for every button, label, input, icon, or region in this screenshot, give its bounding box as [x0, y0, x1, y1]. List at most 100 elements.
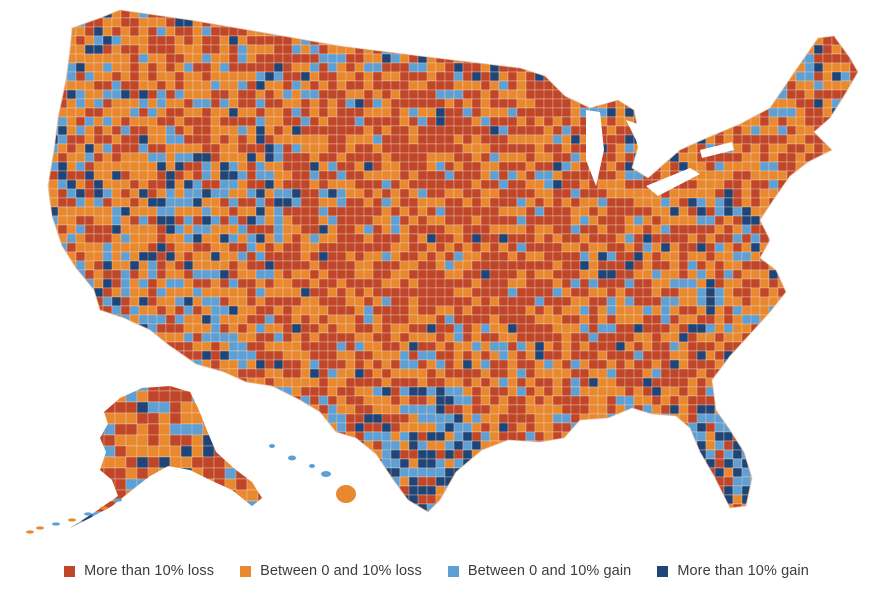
county-tile: [120, 332, 131, 343]
county-tile: [372, 134, 383, 145]
county-tile: [859, 306, 868, 315]
county-tile: [868, 18, 873, 27]
county-tile: [859, 459, 868, 468]
county-tile: [696, 107, 707, 118]
county-tile: [768, 368, 779, 379]
county-tile: [669, 26, 680, 37]
county-tile: [813, 449, 833, 460]
county-tile: [67, 0, 76, 9]
county-tile: [507, 467, 518, 478]
county-tile: [714, 386, 725, 397]
county-tile: [228, 89, 239, 100]
county-tile: [660, 323, 671, 334]
county-tile: [534, 368, 545, 379]
county-tile: [399, 278, 410, 289]
county-tile: [831, 287, 842, 298]
county-tile: [822, 413, 833, 424]
county-tile: [642, 341, 653, 352]
county-tile: [669, 197, 680, 208]
county-tile: [345, 269, 356, 280]
county-tile: [399, 440, 410, 451]
county-tile: [183, 152, 194, 163]
county-tile: [633, 314, 644, 325]
county-tile: [696, 62, 716, 73]
county-tile: [75, 377, 95, 388]
county-tile: [219, 323, 230, 334]
county-tile: [210, 413, 230, 424]
county-tile: [813, 422, 833, 433]
county-tile: [327, 107, 338, 118]
county-tile: [453, 143, 464, 154]
county-tile: [552, 242, 563, 253]
county-tile: [651, 10, 671, 19]
county-tile: [336, 395, 347, 406]
county-tile: [669, 458, 680, 469]
county-tile: [786, 440, 797, 451]
county-tile: [426, 35, 446, 46]
county-tile: [102, 179, 113, 190]
county-tile: [534, 476, 554, 487]
county-tile: [372, 377, 383, 388]
county-tile: [84, 224, 95, 235]
county-tile: [363, 71, 374, 82]
county-tile: [273, 107, 284, 118]
county-tile: [597, 35, 608, 46]
county-tile: [859, 117, 868, 126]
county-tile: [75, 359, 86, 370]
county-tile: [813, 197, 833, 208]
county-tile: [777, 305, 788, 316]
county-tile: [327, 287, 338, 298]
county-tile: [57, 179, 68, 190]
county-tile: [481, 0, 490, 9]
county-tile: [687, 35, 698, 46]
county-tile: [552, 413, 563, 424]
county-tile: [714, 26, 734, 37]
county-tile: [444, 449, 455, 460]
county-tile: [426, 80, 437, 91]
county-tile: [400, 0, 409, 9]
county-tile: [786, 278, 797, 289]
county-tile: [516, 476, 527, 487]
county-tile: [552, 134, 563, 145]
county-tile: [363, 179, 374, 190]
county-tile: [507, 422, 518, 433]
county-tile: [624, 62, 644, 73]
county-tile: [543, 467, 554, 478]
county-tile: [822, 386, 833, 397]
county-tile: [210, 125, 221, 136]
county-tile: [318, 368, 329, 379]
county-tile: [345, 26, 356, 37]
county-tile: [732, 269, 743, 280]
county-tile: [183, 10, 203, 19]
county-tile: [372, 269, 383, 280]
county-tile: [633, 458, 644, 469]
county-tile: [165, 278, 176, 289]
county-tile: [309, 449, 329, 460]
county-tile: [516, 233, 527, 244]
county-tile: [561, 431, 572, 442]
county-tile: [66, 206, 77, 217]
county-tile: [768, 449, 779, 460]
county-tile: [372, 152, 383, 163]
county-tile: [66, 359, 77, 370]
county-tile: [246, 323, 257, 334]
county-tile: [831, 422, 851, 433]
county-tile: [399, 341, 410, 352]
county-tile: [471, 98, 482, 109]
county-tile: [813, 62, 824, 73]
county-tile: [471, 278, 482, 289]
county-tile: [408, 26, 419, 37]
county-tile: [102, 26, 113, 37]
county-tile: [174, 188, 185, 199]
county-tile: [859, 396, 868, 405]
county-tile: [111, 116, 122, 127]
county-tile: [741, 431, 761, 442]
county-tile: [777, 359, 788, 370]
county-tile: [597, 458, 617, 469]
county-tile: [210, 161, 221, 172]
county-tile: [273, 71, 284, 82]
county-tile: [849, 395, 858, 406]
county-tile: [660, 116, 680, 127]
county-tile: [75, 161, 86, 172]
county-tile: [327, 125, 338, 136]
